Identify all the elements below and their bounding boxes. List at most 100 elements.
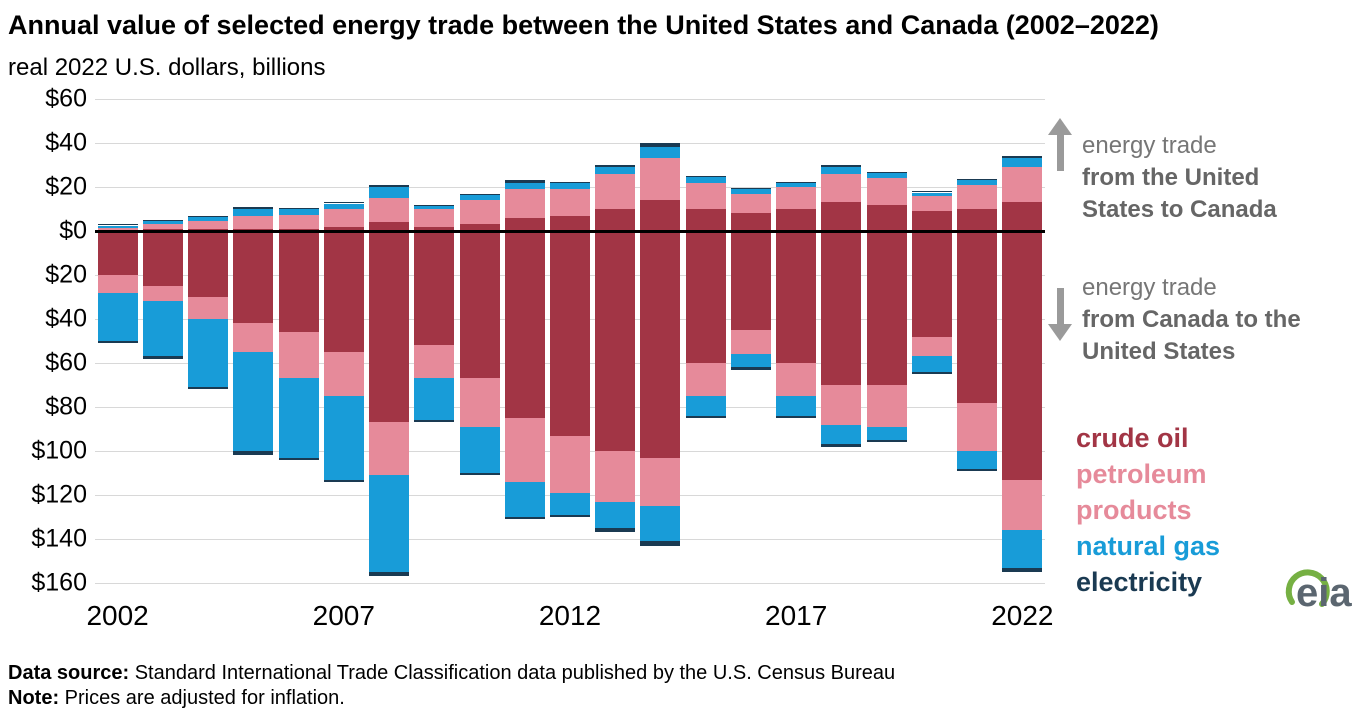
bar-segment-crude-oil-down-2008 <box>369 231 410 423</box>
legend-item-crude-oil: crude oil <box>1076 423 1189 453</box>
bar-segment-petroleum-products-down-2012 <box>550 435 590 493</box>
up-arrow-icon <box>1048 118 1072 171</box>
down-arrow-stem <box>1056 288 1064 324</box>
bar-segment-natural-gas-up-2015 <box>685 177 726 183</box>
bar-segment-petroleum-products-down-2018 <box>821 385 862 425</box>
bar-segment-electricity-down-2010 <box>459 473 500 476</box>
bar-segment-petroleum-products-down-2017 <box>776 363 817 396</box>
bar-segment-electricity-down-2012 <box>550 514 590 517</box>
bar-segment-crude-oil-up-2009 <box>414 226 455 231</box>
footer-note: Note: Prices are adjusted for inflation. <box>8 687 345 710</box>
bar-segment-natural-gas-up-2018 <box>821 167 862 174</box>
bar-segment-petroleum-products-down-2015 <box>685 363 726 396</box>
bar-segment-electricity-up-2005 <box>233 206 274 209</box>
bar-segment-crude-oil-down-2015 <box>685 231 726 363</box>
bar-segment-crude-oil-up-2022 <box>1002 202 1043 231</box>
bar-segment-petroleum-products-up-2005 <box>233 215 274 229</box>
bar-segment-crude-oil-down-2002 <box>97 231 138 275</box>
bar-segment-petroleum-products-up-2011 <box>504 189 545 218</box>
bar-segment-electricity-up-2008 <box>369 184 410 187</box>
bar-segment-natural-gas-down-2017 <box>776 396 817 416</box>
bar-segment-crude-oil-down-2018 <box>821 231 862 385</box>
bar-segment-crude-oil-down-2016 <box>730 231 771 330</box>
bar-segment-natural-gas-down-2022 <box>1002 530 1043 568</box>
bar-segment-electricity-down-2008 <box>369 572 410 577</box>
bar-segment-electricity-down-2006 <box>278 457 319 460</box>
bar-segment-petroleum-products-up-2015 <box>685 182 726 209</box>
bar-segment-crude-oil-down-2005 <box>233 231 274 324</box>
bar-segment-crude-oil-down-2013 <box>595 231 636 451</box>
bar-segment-natural-gas-up-2016 <box>730 189 771 194</box>
bar-segment-electricity-down-2015 <box>685 415 726 418</box>
bar-segment-natural-gas-up-2017 <box>776 182 817 187</box>
bar-segment-electricity-down-2011 <box>504 517 545 520</box>
bar-segment-crude-oil-down-2004 <box>188 231 229 297</box>
bar-segment-crude-oil-up-2007 <box>323 226 364 231</box>
bar-segment-electricity-down-2022 <box>1002 567 1043 572</box>
bar-segment-petroleum-products-up-2019 <box>866 178 907 205</box>
bar-segment-natural-gas-up-2022 <box>1002 158 1043 168</box>
annotation-us-to-canada-line2: from the United States to Canada <box>1082 164 1277 223</box>
bar-segment-natural-gas-down-2013 <box>595 501 636 528</box>
bar-segment-natural-gas-up-2011 <box>504 182 545 190</box>
bar-segment-natural-gas-down-2008 <box>369 475 410 572</box>
bar-segment-natural-gas-up-2004 <box>188 216 229 222</box>
bar-segment-electricity-down-2013 <box>595 528 636 533</box>
bar-segment-electricity-down-2009 <box>414 420 455 423</box>
y-axis-tick-label: $40 <box>45 128 87 157</box>
bar-segment-crude-oil-up-2021 <box>957 209 998 231</box>
bar-segment-crude-oil-down-2007 <box>323 231 364 352</box>
bar-segment-crude-oil-up-2004 <box>188 228 229 231</box>
bar-segment-natural-gas-up-2019 <box>866 172 907 179</box>
bar-segment-petroleum-products-up-2017 <box>776 187 817 209</box>
bar-segment-natural-gas-down-2003 <box>142 301 183 357</box>
bar-segment-electricity-down-2017 <box>776 415 817 418</box>
up-arrow-head <box>1048 118 1072 135</box>
bar-segment-natural-gas-down-2016 <box>730 354 771 368</box>
bar-segment-electricity-down-2007 <box>323 479 364 482</box>
x-axis-tick-label: 2002 <box>86 600 149 631</box>
bar-segment-petroleum-products-down-2008 <box>369 422 410 476</box>
y-axis-tick-label: $100 <box>31 436 87 465</box>
y-axis-tick-label: $40 <box>45 304 87 333</box>
bar-segment-natural-gas-down-2012 <box>550 492 590 515</box>
footer-source-text: Standard International Trade Classificat… <box>129 662 896 684</box>
bar-segment-electricity-up-2006 <box>278 207 319 209</box>
chart-title: Annual value of selected energy trade be… <box>8 10 1159 40</box>
gridline <box>95 538 1045 540</box>
bar-segment-electricity-down-2018 <box>821 444 862 447</box>
bar-segment-crude-oil-up-2005 <box>233 228 274 231</box>
bar-segment-electricity-down-2020 <box>911 371 952 374</box>
bar-segment-natural-gas-down-2011 <box>504 481 545 517</box>
bar-segment-natural-gas-down-2006 <box>278 378 319 458</box>
bar-segment-electricity-up-2009 <box>414 204 455 206</box>
bar-segment-crude-oil-up-2018 <box>821 202 862 231</box>
bar-segment-natural-gas-down-2015 <box>685 396 726 416</box>
bar-segment-electricity-down-2016 <box>730 367 771 370</box>
bar-segment-electricity-down-2019 <box>866 440 907 443</box>
bar-segment-electricity-up-2003 <box>142 220 183 222</box>
bar-segment-electricity-up-2016 <box>730 188 771 190</box>
chart-subtitle: real 2022 U.S. dollars, billions <box>8 54 326 81</box>
bar-segment-petroleum-products-down-2007 <box>323 352 364 396</box>
bar-segment-electricity-down-2014 <box>640 541 681 546</box>
bar-segment-petroleum-products-up-2022 <box>1002 167 1043 203</box>
bar-segment-petroleum-products-up-2016 <box>730 193 771 214</box>
bar-segment-petroleum-products-up-2004 <box>188 221 229 229</box>
bar-segment-petroleum-products-up-2010 <box>459 200 500 225</box>
bar-segment-petroleum-products-up-2009 <box>414 209 455 227</box>
y-axis-tick-label: $20 <box>45 260 87 289</box>
annotation-canada-to-us-line1: energy trade <box>1082 274 1217 301</box>
footer-source-label: Data source: <box>8 662 130 684</box>
bar-segment-petroleum-products-down-2010 <box>459 378 500 427</box>
footer-note-label: Note: <box>8 687 60 709</box>
bar-segment-electricity-down-2005 <box>233 451 274 456</box>
bar-segment-natural-gas-down-2002 <box>97 292 138 341</box>
legend-item-natural-gas: natural gas <box>1076 531 1221 561</box>
bar-segment-electricity-up-2022 <box>1002 156 1043 159</box>
eia-logo: eia <box>1278 558 1360 619</box>
bar-segment-petroleum-products-up-2007 <box>323 209 364 227</box>
bar-segment-petroleum-products-down-2009 <box>414 345 455 379</box>
bar-segment-electricity-up-2018 <box>821 165 862 168</box>
bar-segment-electricity-up-2015 <box>685 176 726 178</box>
